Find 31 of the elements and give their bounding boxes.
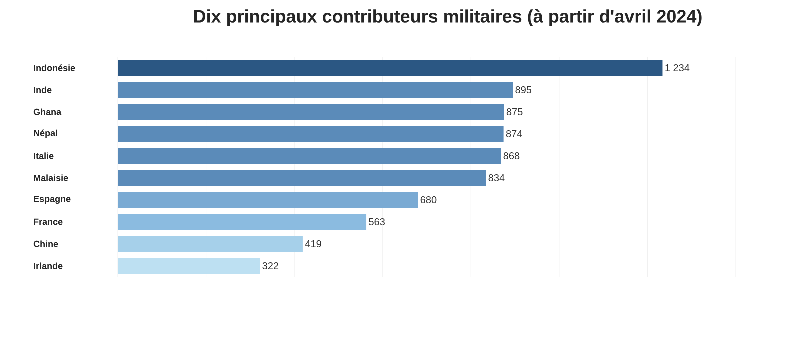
data-label: 419	[305, 240, 322, 248]
data-label: 868	[504, 152, 520, 160]
y-tick-label: France	[34, 218, 63, 226]
y-tick-label: Espagne	[34, 196, 71, 204]
data-label: 874	[506, 130, 522, 138]
data-label: 875	[506, 108, 523, 116]
bar	[118, 82, 514, 98]
bar	[118, 236, 303, 252]
chart-title: Dix principaux contributeurs militaires (à partir d'avril 2024)	[194, 10, 702, 26]
bar	[118, 126, 504, 142]
data-label: 895	[516, 86, 532, 94]
data-label: 680	[420, 196, 437, 204]
bar	[118, 60, 663, 76]
y-tick-label: Malaisie	[34, 174, 68, 182]
bar	[118, 214, 367, 230]
y-tick-label: Chine	[34, 240, 58, 248]
data-label: 834	[488, 174, 505, 182]
y-tick-label: Inde	[34, 86, 52, 94]
y-tick-label: Indonésie	[34, 64, 76, 72]
data-label: 1 234	[666, 64, 690, 72]
bar	[118, 148, 502, 164]
bar	[118, 192, 418, 208]
bar	[118, 104, 504, 120]
y-tick-label: Italie	[34, 152, 54, 160]
bar	[118, 258, 260, 274]
data-label: 322	[262, 262, 279, 270]
data-label: 563	[369, 218, 385, 226]
y-tick-label: Ghana	[34, 108, 62, 116]
y-tick-label: Irlande	[34, 262, 63, 270]
y-tick-label: Népal	[34, 130, 58, 138]
bar	[118, 170, 486, 186]
